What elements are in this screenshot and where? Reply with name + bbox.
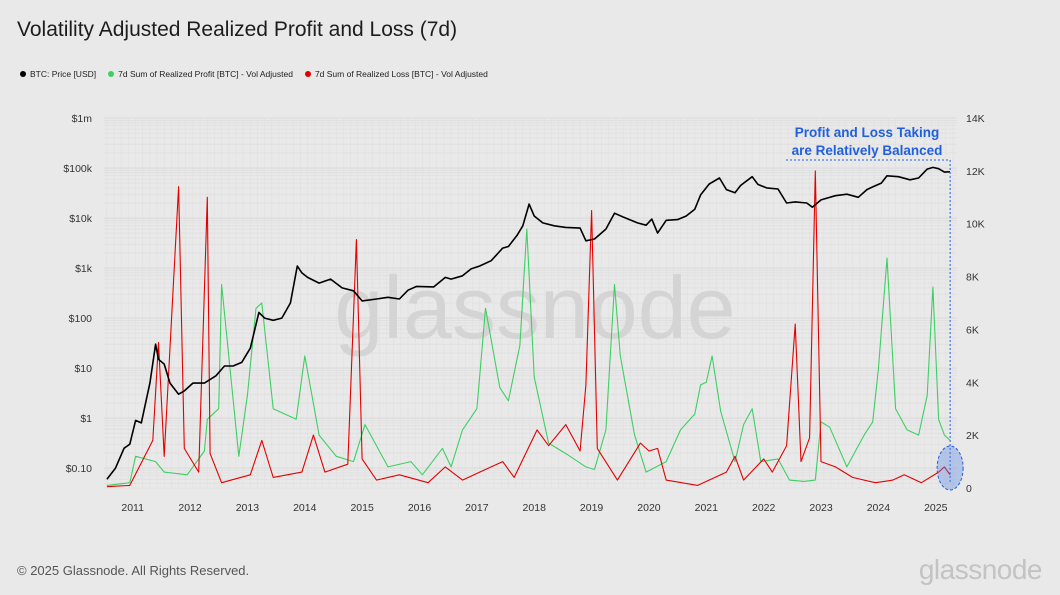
y-left-tick-label: $1k (75, 263, 93, 275)
y-right-tick-label: 0 (966, 483, 972, 495)
y-right-tick-label: 6K (966, 324, 979, 336)
legend-profit-label: 7d Sum of Realized Profit [BTC] - Vol Ad… (118, 69, 293, 79)
y-right-tick-label: 4K (966, 377, 979, 389)
x-tick-label: 2021 (695, 502, 719, 514)
price-line (106, 166, 951, 480)
y-left-tick-label: $10 (74, 363, 92, 375)
annotation: Profit and Loss Taking are Relatively Bal… (786, 125, 964, 491)
watermark: glassnode (334, 258, 735, 357)
loss-line (106, 170, 951, 488)
y-left-tick-label: $100k (63, 163, 92, 175)
x-tick-label: 2012 (178, 502, 202, 514)
y-left-tick-label: $1 (80, 413, 92, 425)
y-right-tick-label: 8K (966, 272, 979, 284)
legend-item-price[interactable]: BTC: Price [USD] (20, 69, 96, 79)
annotation-text-line1: Profit and Loss Taking (795, 125, 940, 140)
x-tick-label: 2024 (867, 502, 891, 514)
x-tick-label: 2011 (121, 502, 144, 514)
legend-price-label: BTC: Price [USD] (30, 69, 97, 79)
legend-item-profit[interactable]: 7d Sum of Realized Profit [BTC] - Vol Ad… (108, 69, 293, 79)
legend-loss-label: 7d Sum of Realized Loss [BTC] - Vol Adju… (314, 69, 488, 79)
x-tick-label: 2013 (236, 502, 260, 514)
y-axis-left: $0.10 $1 $10 $100 $1k $10k $100k $1m (63, 113, 92, 475)
y-right-tick-label: 12K (966, 166, 985, 178)
y-right-tick-label: 14K (966, 113, 985, 125)
legend-profit-dot (108, 71, 115, 77)
x-tick-label: 2016 (408, 502, 432, 514)
annotation-highlight (936, 445, 964, 491)
y-left-tick-label: $0.10 (66, 463, 92, 475)
x-tick-label: 2014 (293, 502, 317, 514)
y-right-tick-label: 2K (966, 430, 979, 442)
x-tick-label: 2019 (580, 502, 604, 514)
legend: BTC: Price [USD] 7d Sum of Realized Prof… (20, 69, 488, 79)
y-left-tick-label: $100 (69, 313, 93, 325)
y-right-tick-label: 10K (966, 219, 985, 231)
legend-item-loss[interactable]: 7d Sum of Realized Loss [BTC] - Vol Adju… (304, 69, 488, 79)
annotation-text-line2: are Relatively Balanced (792, 143, 943, 158)
x-tick-label: 2017 (465, 502, 489, 514)
copyright-footer: © 2025 Glassnode. All Rights Reserved. (17, 563, 250, 578)
profit-line (106, 228, 951, 486)
x-tick-label: 2022 (752, 502, 776, 514)
y-axis-right: 0 2K 4K 6K 8K 10K 12K 14K (966, 113, 985, 495)
chart-title: Volatility Adjusted Realized Profit and … (17, 18, 458, 41)
x-tick-label: 2025 (924, 502, 948, 514)
series-group (106, 166, 951, 488)
x-axis: 2011 2012 2013 2014 2015 2016 2017 2018 2019 2020… (121, 502, 947, 514)
legend-loss-dot (304, 71, 311, 77)
legend-price-dot (20, 71, 26, 77)
y-left-tick-label: $10k (69, 213, 93, 225)
x-tick-label: 2023 (809, 502, 833, 514)
glassnode-logo: glassnode (918, 554, 1043, 585)
y-left-tick-label: $1m (72, 113, 93, 125)
x-tick-label: 2018 (523, 502, 547, 514)
x-tick-label: 2020 (637, 502, 661, 514)
grid-lines (104, 117, 957, 489)
x-tick-label: 2015 (350, 502, 374, 514)
